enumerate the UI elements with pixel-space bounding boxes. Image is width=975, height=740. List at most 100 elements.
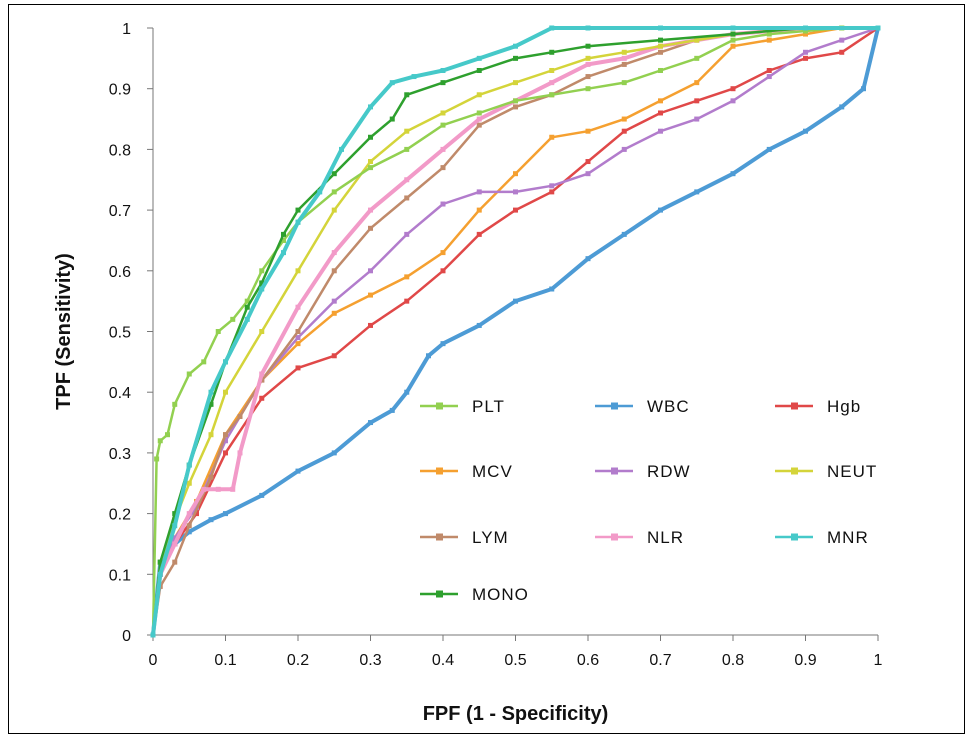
legend-item-mnr: MNR [775,528,869,547]
series-point-mnr [730,25,736,31]
series-point-plt [621,80,627,86]
series-point-lym [621,61,627,67]
series-point-mono [157,559,163,565]
series-point-hgb [440,268,446,274]
series-point-wbc [803,128,808,134]
legend-item-plt: PLT [420,397,504,416]
legend-label-mnr: MNR [827,528,869,547]
series-point-mono [658,37,663,43]
series-point-mcv [368,292,373,298]
series-point-rdw [803,49,808,55]
series-point-mono [404,92,410,98]
series-point-wbc [208,517,214,523]
series-point-mnr [317,189,323,195]
legend-item-wbc: WBC [595,397,690,416]
series-point-hgb [331,353,337,359]
series-point-rdw [839,37,845,43]
series-point-mono [730,31,736,37]
series-point-mnr [585,25,591,31]
series-point-nlr [201,486,207,492]
series-point-rdw [404,231,410,237]
legend-label-lym: LYM [472,528,509,547]
series-point-plt [201,359,207,365]
series-point-neut [259,329,265,334]
series-point-hgb [658,110,663,116]
series-point-lym [186,523,192,529]
series-point-mono [368,134,373,140]
series-point-nlr [172,541,178,547]
series-point-nlr [295,304,301,310]
series-point-mnr [295,219,301,225]
series-point-mono [513,55,518,61]
series-point-mnr [223,359,228,365]
series-point-mono [585,43,591,49]
series-point-hgb [766,67,772,73]
series-point-mnr [476,55,482,61]
series-point-mcv [404,274,410,280]
series-point-wbc [295,468,301,474]
legend-label-wbc: WBC [647,397,690,416]
legend-item-nlr: NLR [595,528,683,547]
series-point-rdw [585,171,591,177]
series-point-mono [295,207,301,213]
series-line-neut [151,26,878,636]
series-point-neut [694,37,700,43]
legend-swatch-marker [611,467,618,475]
series-point-wbc [223,511,228,517]
x-tick-label: 0.8 [722,652,744,669]
series-point-plt [404,146,410,152]
series-point-mnr [389,80,395,86]
series-point-plt [803,28,808,34]
series-point-nlr [215,486,221,492]
series-point-lym [223,432,228,438]
x-tick-label: 0.5 [504,652,526,669]
series-point-mono [331,171,337,177]
legend-label-rdw: RDW [647,462,691,481]
legend-item-mono: MONO [420,585,529,604]
series-point-lym [295,329,301,334]
series-point-plt [694,55,700,61]
series-point-mcv [766,37,772,43]
series-point-hgb [803,55,808,61]
series-point-rdw [730,98,736,104]
series-point-plt [186,371,192,377]
series-point-plt [549,92,555,98]
legend-label-mono: MONO [472,585,529,604]
x-tick-label: 0.3 [359,652,381,669]
series-point-mcv [621,116,627,122]
series-point-hgb [585,159,591,165]
x-tick-label: 1 [874,652,883,669]
series-point-wbc [730,171,736,177]
series-point-nlr [585,61,591,67]
series-point-wbc [585,256,591,262]
series-point-wbc [368,420,373,426]
series-point-hgb [730,86,736,92]
series-point-wbc [621,231,627,237]
series-point-wbc [426,353,431,359]
series-point-rdw [331,298,337,304]
series-point-plt [368,165,373,171]
series-point-hgb [839,49,845,55]
series-point-plt [259,268,265,274]
series-point-mcv [513,171,518,177]
series-point-mcv [730,43,736,49]
y-tick-label: 0.4 [109,385,131,402]
series-point-plt [281,237,286,243]
series-point-rdw [658,128,663,134]
series-point-plt [658,67,663,73]
y-tick-label: 0.9 [109,82,131,99]
series-point-mcv [440,250,446,256]
series-point-nlr [368,207,373,213]
series-point-nlr [237,450,243,456]
series-point-lym [331,268,337,274]
legend: PLT WBC Hgb MCV RDW NEUT LYM NLR MNR MONO [420,397,876,604]
series-point-rdw [513,189,518,195]
y-axis-title: TPF (Sensitivity) [53,253,75,410]
series-point-nlr [259,371,265,377]
series-point-hgb [621,128,627,134]
series-point-mnr [440,67,446,73]
x-tick-label: 0.4 [432,652,454,669]
series-point-wbc [694,189,700,195]
series-point-neut [295,268,301,274]
series-point-mnr [172,523,178,529]
